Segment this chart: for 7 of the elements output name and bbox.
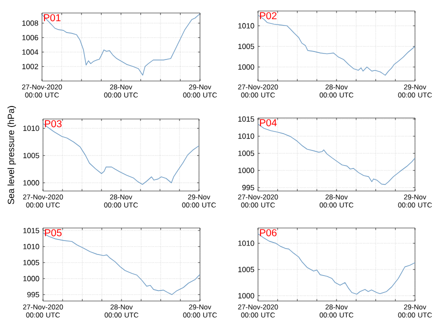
chart-title: P02	[260, 12, 276, 20]
chart-title: P03	[45, 120, 62, 128]
y-axis-title: Sea level pressure (hPa)	[8, 106, 16, 204]
chart-title: P04	[260, 119, 277, 126]
chart-title: P06	[260, 229, 277, 236]
chart-title: P01	[44, 14, 61, 22]
chart-title: P05	[45, 229, 62, 236]
